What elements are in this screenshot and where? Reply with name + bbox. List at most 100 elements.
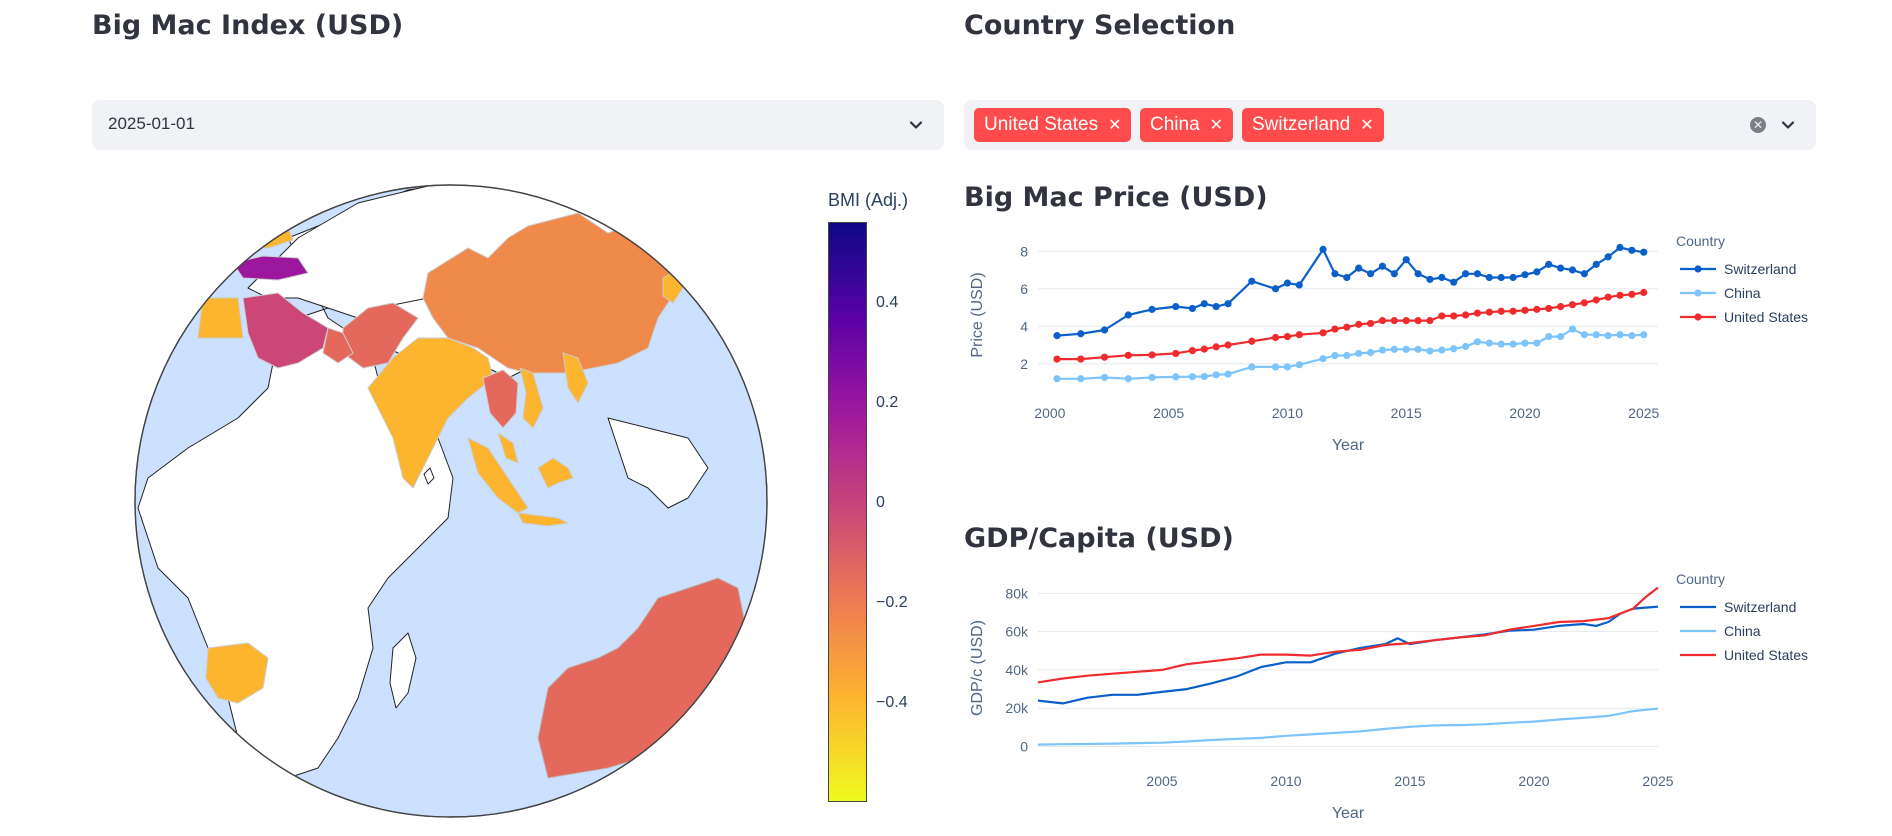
series-line-united-states	[1037, 586, 1659, 684]
data-point-switzerland	[1450, 278, 1458, 286]
data-point-china	[1390, 345, 1398, 353]
data-point-switzerland	[1497, 273, 1505, 282]
legend-label-united-states: United States	[1724, 647, 1808, 663]
date-select-value: 2025-01-01	[108, 114, 195, 133]
data-point-switzerland	[1295, 281, 1303, 289]
data-point-united-states	[1124, 351, 1132, 359]
x-tick-label: 2025	[1642, 773, 1673, 789]
data-point-united-states	[1366, 319, 1375, 328]
data-point-switzerland	[1124, 311, 1132, 319]
x-tick-label: 2005	[1146, 773, 1177, 789]
legend-label-united-states: United States	[1724, 309, 1808, 325]
country-south-africa	[205, 642, 269, 704]
chevron-down-icon[interactable]	[908, 117, 924, 133]
data-point-china	[1224, 370, 1232, 378]
y-tick-label: 0	[1020, 739, 1028, 755]
data-point-switzerland	[1390, 270, 1398, 278]
date-select[interactable]: 2025-01-01	[92, 100, 944, 150]
data-point-switzerland	[1545, 260, 1553, 268]
data-point-united-states	[1331, 325, 1339, 333]
country-pakistan	[342, 302, 419, 369]
data-point-switzerland	[1616, 243, 1624, 252]
data-point-united-states	[1604, 293, 1612, 301]
data-point-switzerland	[1557, 264, 1565, 272]
legend-marker-china	[1694, 289, 1702, 297]
legend-title: Country	[1676, 571, 1725, 587]
data-point-united-states	[1271, 333, 1280, 342]
tag-united-states[interactable]: United States ✕	[974, 108, 1132, 142]
tag-switzerland[interactable]: Switzerland ✕	[1242, 108, 1384, 142]
data-point-united-states	[1414, 317, 1422, 325]
data-point-united-states	[1248, 337, 1256, 345]
series-line-switzerland	[1056, 246, 1644, 337]
close-icon[interactable]: ✕	[1108, 117, 1122, 134]
data-point-china	[1188, 373, 1197, 381]
legend-marker-united-states	[1694, 313, 1702, 321]
y-tick-label: 4	[1020, 318, 1028, 334]
data-point-china	[1628, 332, 1636, 340]
data-point-united-states	[1077, 355, 1085, 363]
data-point-china	[1148, 373, 1156, 382]
data-point-switzerland	[1378, 262, 1387, 270]
data-point-switzerland	[1200, 300, 1208, 308]
data-point-china	[1124, 375, 1132, 383]
data-point-china	[1438, 346, 1446, 354]
y-axis-title: GDP/c (USD)	[969, 620, 986, 716]
colorbar-title: BMI (Adj.)	[828, 190, 909, 210]
data-point-switzerland	[1604, 253, 1612, 261]
colorbar: BMI (Adj.) 0.4 0.2 0 −0.2 −0.4	[828, 190, 968, 810]
gdp-per-capita-chart[interactable]: 0 20k 40k 60k 80k 2005 2010 2015 2020 2025 Year GDP…	[964, 571, 1844, 834]
data-point-united-states	[1616, 291, 1624, 299]
data-point-switzerland	[1580, 270, 1588, 278]
country-multiselect[interactable]: United States ✕ China ✕ Switzerland ✕ ✕	[964, 100, 1816, 150]
colorbar-tick: 0.2	[876, 394, 899, 411]
y-tick-label: 60k	[1005, 624, 1029, 640]
data-point-switzerland	[1426, 275, 1434, 283]
country-saudi-arabia	[242, 292, 329, 369]
land-madagascar	[389, 632, 417, 709]
data-point-china	[1604, 332, 1612, 340]
data-point-united-states	[1148, 351, 1156, 359]
y-tick-label: 6	[1020, 281, 1028, 297]
globe-map[interactable]	[128, 178, 774, 824]
data-point-united-states	[1212, 343, 1220, 351]
data-point-united-states	[1100, 353, 1109, 361]
data-point-united-states	[1450, 312, 1458, 320]
data-point-china	[1172, 373, 1180, 381]
clear-all-icon[interactable]: ✕	[1750, 117, 1766, 133]
big-mac-price-chart[interactable]: 2 4 6 8 2000 2005 2010 2015 2020 2025 Year Price (U…	[964, 233, 1844, 486]
data-point-china	[1533, 339, 1541, 347]
data-point-china	[1521, 339, 1529, 347]
country-sweden	[247, 185, 294, 197]
close-icon[interactable]: ✕	[1209, 117, 1224, 134]
data-point-china	[1485, 339, 1493, 347]
x-tick-label: 2020	[1518, 773, 1549, 789]
country-indonesia-east	[537, 457, 574, 489]
data-point-china	[1355, 349, 1363, 358]
data-point-united-states	[1545, 304, 1553, 313]
data-point-china	[1461, 342, 1470, 351]
data-point-china	[1100, 373, 1109, 382]
close-icon[interactable]: ✕	[1360, 117, 1374, 134]
x-tick-label: 2010	[1270, 773, 1301, 789]
data-point-china	[1568, 325, 1577, 333]
data-point-switzerland	[1485, 273, 1493, 282]
data-point-switzerland	[1271, 285, 1280, 293]
data-point-switzerland	[1533, 268, 1541, 276]
chevron-down-icon[interactable]	[1780, 117, 1796, 133]
price-chart-title: Big Mac Price (USD)	[964, 182, 1268, 213]
data-point-china	[1509, 340, 1517, 348]
data-point-united-states	[1343, 323, 1351, 331]
data-point-china	[1331, 351, 1339, 360]
data-point-united-states	[1224, 341, 1232, 349]
country-philippines	[562, 352, 589, 404]
data-point-united-states	[1580, 299, 1588, 307]
data-point-china	[1053, 375, 1061, 383]
data-point-china	[1077, 375, 1085, 383]
data-point-china	[1557, 332, 1565, 341]
x-tick-label: 2005	[1153, 405, 1184, 421]
country-selection-title: Country Selection	[964, 10, 1236, 41]
country-romania	[232, 232, 254, 249]
data-point-united-states	[1592, 296, 1600, 304]
tag-china[interactable]: China ✕	[1140, 108, 1234, 142]
